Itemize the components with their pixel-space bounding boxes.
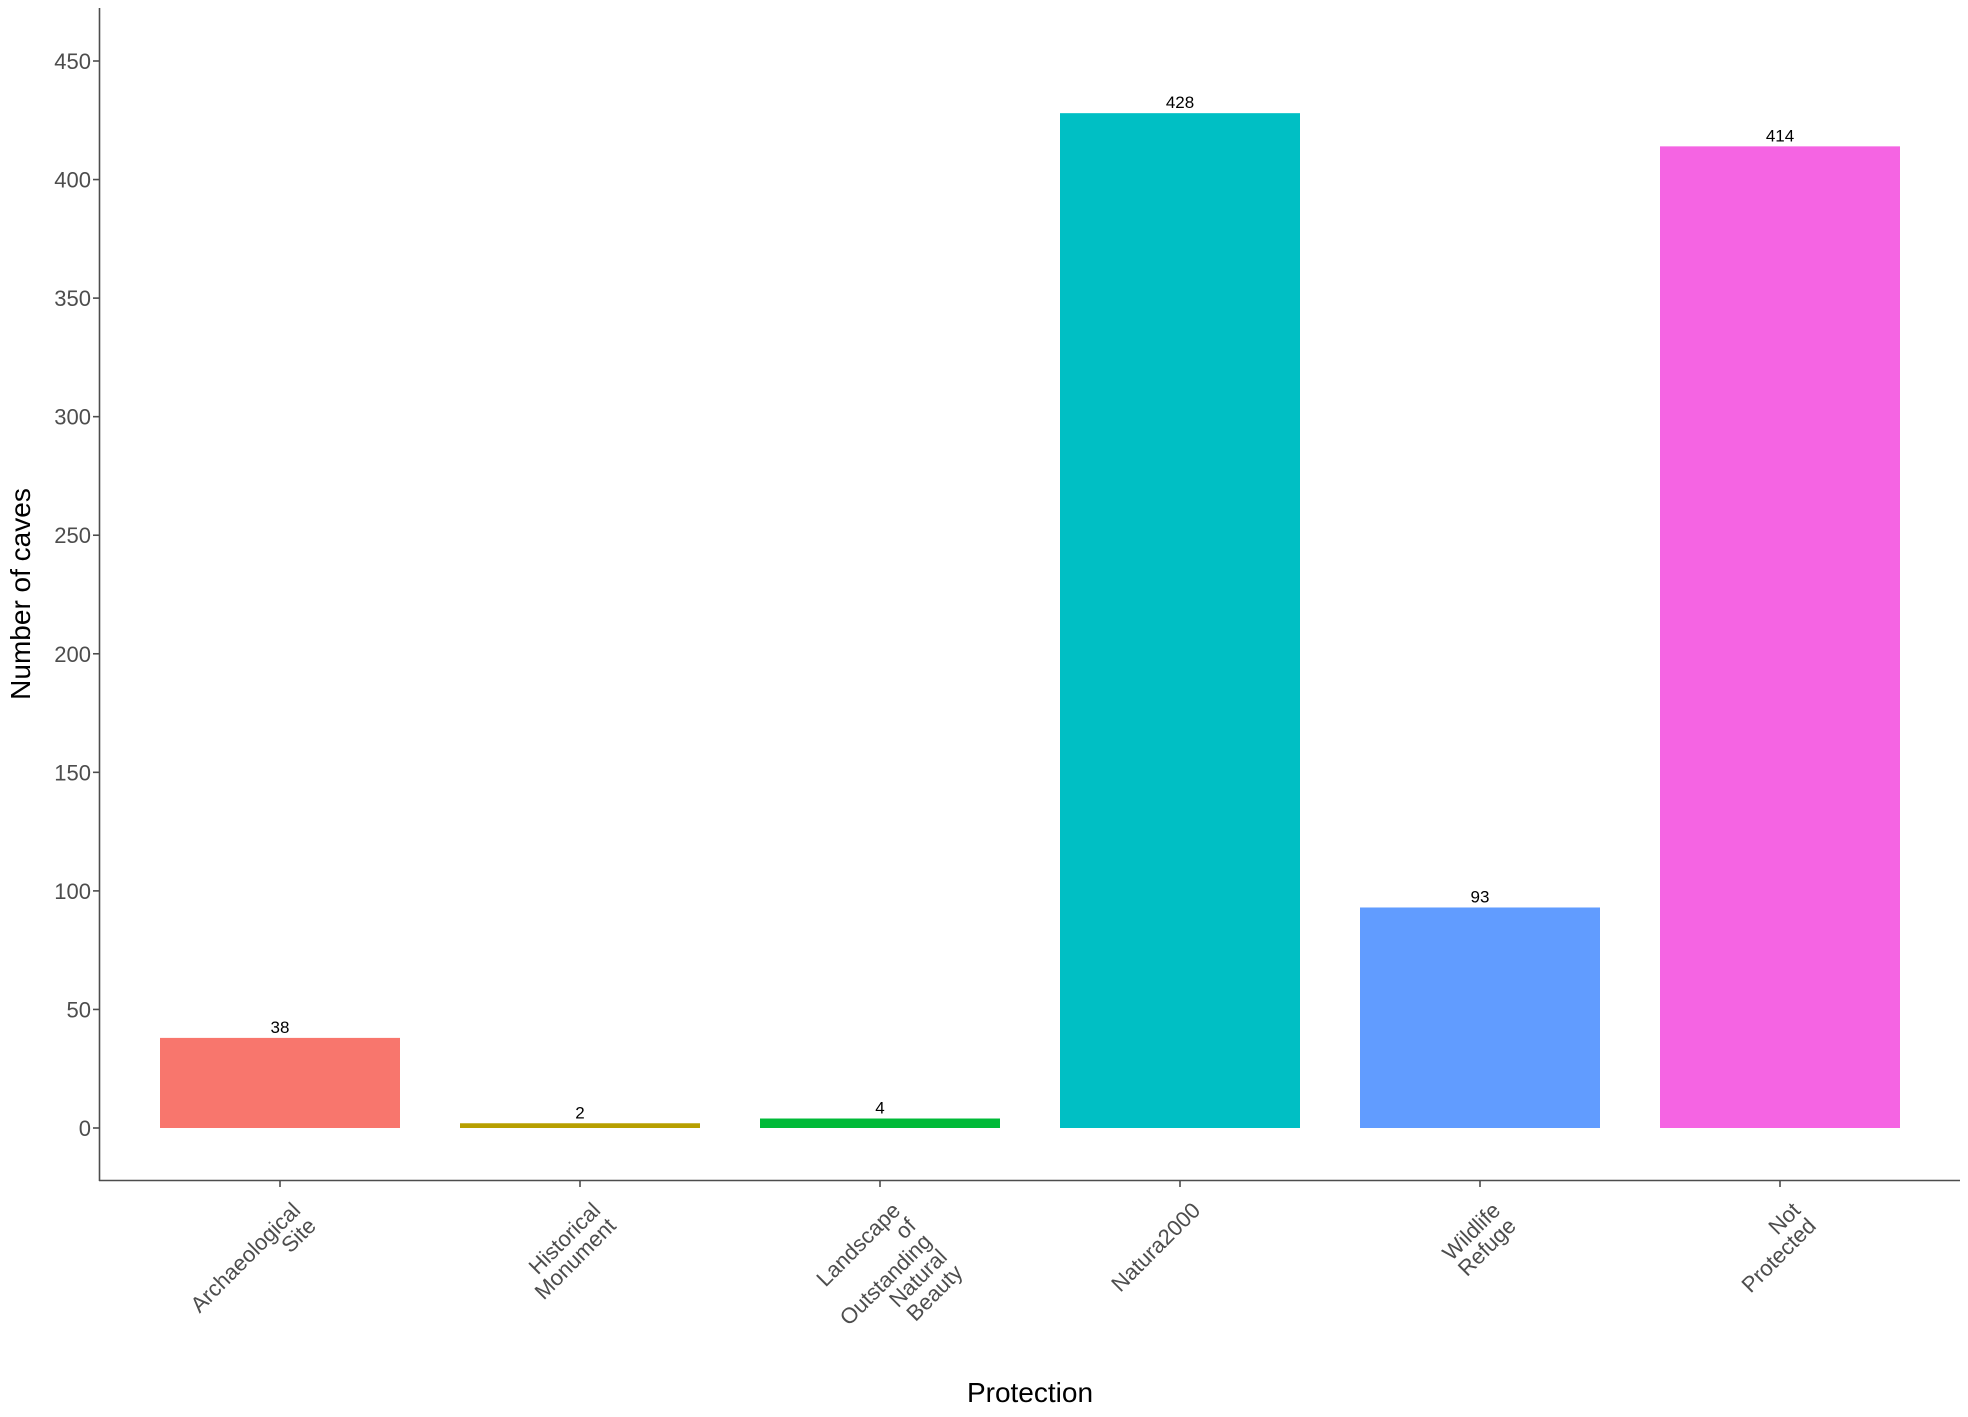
svg-text:NotProtected: NotProtected bbox=[1721, 1198, 1821, 1298]
bar-value-label: 93 bbox=[1471, 887, 1490, 906]
svg-text:Natura2000: Natura2000 bbox=[1106, 1198, 1205, 1297]
x-tick-label: HistoricalMonument bbox=[514, 1198, 621, 1305]
y-tick-label: 50 bbox=[67, 997, 91, 1022]
bar bbox=[1060, 113, 1300, 1129]
bar bbox=[760, 1118, 1000, 1128]
y-axis-ticks: 0 50 100 150 200 250 300 350 400 450 bbox=[54, 49, 99, 1141]
x-axis-ticks: ArchaeologicalSite HistoricalMonument Land… bbox=[185, 1181, 1821, 1361]
bar-value-label: 414 bbox=[1766, 126, 1794, 145]
y-tick-label: 100 bbox=[54, 879, 91, 904]
x-tick-label: WildlifeRefuge bbox=[1437, 1198, 1520, 1281]
y-tick-label: 150 bbox=[54, 760, 91, 785]
y-tick-label: 400 bbox=[54, 168, 91, 193]
bar-value-label: 428 bbox=[1166, 93, 1194, 112]
bar bbox=[460, 1123, 700, 1128]
y-tick-label: 450 bbox=[54, 49, 91, 74]
x-tick-label: ArchaeologicalSite bbox=[185, 1198, 320, 1333]
value-labels-group: 38 2 4 428 93 414 bbox=[271, 93, 1795, 1122]
x-tick-label: Natura2000 bbox=[1106, 1198, 1205, 1297]
y-tick-label: 250 bbox=[54, 523, 91, 548]
y-tick-label: 300 bbox=[54, 405, 91, 430]
svg-text:LandscapeofOutstandingNaturalB: LandscapeofOutstandingNaturalBeauty bbox=[804, 1197, 968, 1361]
svg-text:HistoricalMonument: HistoricalMonument bbox=[514, 1198, 621, 1305]
bar bbox=[1360, 907, 1600, 1128]
bar bbox=[160, 1037, 400, 1128]
y-tick-label: 0 bbox=[79, 1116, 91, 1141]
x-tick-label: LandscapeofOutstandingNaturalBeauty bbox=[804, 1197, 968, 1361]
y-tick-label: 350 bbox=[54, 286, 91, 311]
bars-group bbox=[160, 113, 1900, 1129]
bar bbox=[1660, 146, 1900, 1129]
bar-value-label: 2 bbox=[575, 1103, 584, 1122]
x-axis-title: Protection bbox=[967, 1377, 1093, 1408]
bar-value-label: 4 bbox=[875, 1099, 884, 1118]
x-tick-label: NotProtected bbox=[1721, 1198, 1821, 1298]
svg-text:WildlifeRefuge: WildlifeRefuge bbox=[1437, 1198, 1520, 1281]
y-tick-label: 200 bbox=[54, 642, 91, 667]
y-axis-title: Number of caves bbox=[5, 488, 36, 700]
svg-text:ArchaeologicalSite: ArchaeologicalSite bbox=[185, 1198, 320, 1333]
bar-value-label: 38 bbox=[271, 1018, 290, 1037]
